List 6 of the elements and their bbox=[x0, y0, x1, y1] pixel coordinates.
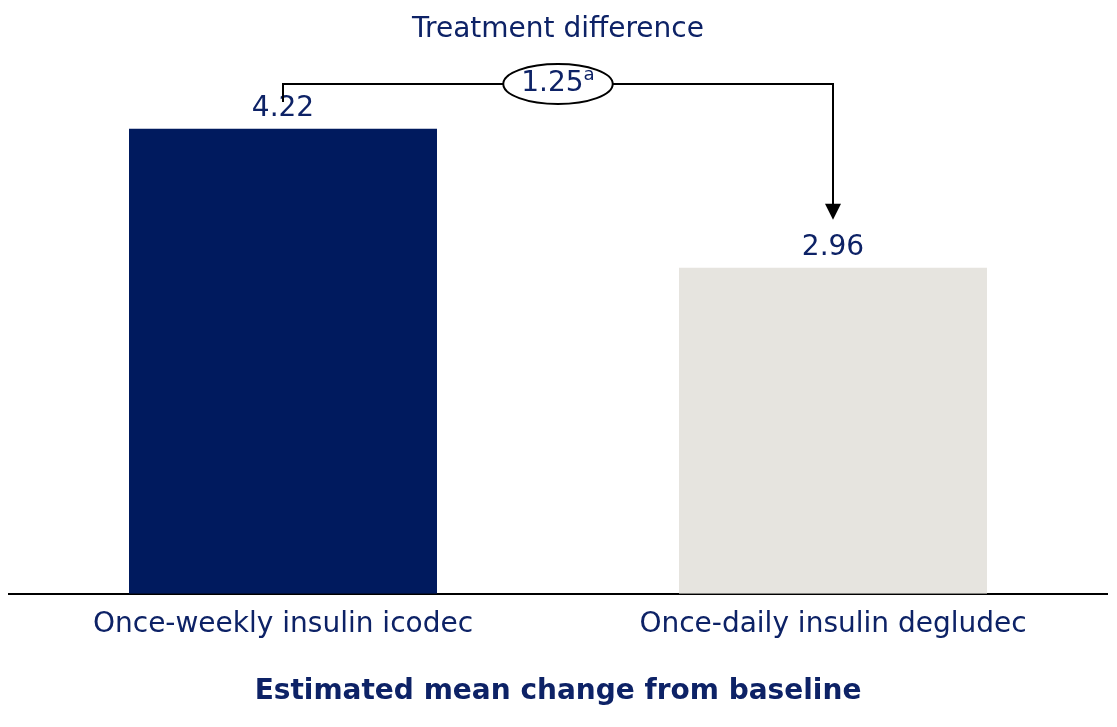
x-tick-label: Once-daily insulin degludec bbox=[639, 605, 1027, 639]
data-label: 4.22 bbox=[251, 90, 315, 124]
data-label: 2.96 bbox=[801, 228, 865, 262]
x-axis-title: Estimated mean change from baseline bbox=[254, 673, 862, 707]
text: Treatment difference bbox=[411, 11, 704, 45]
x-tick-label: Once-weekly insulin icodec bbox=[92, 605, 474, 639]
